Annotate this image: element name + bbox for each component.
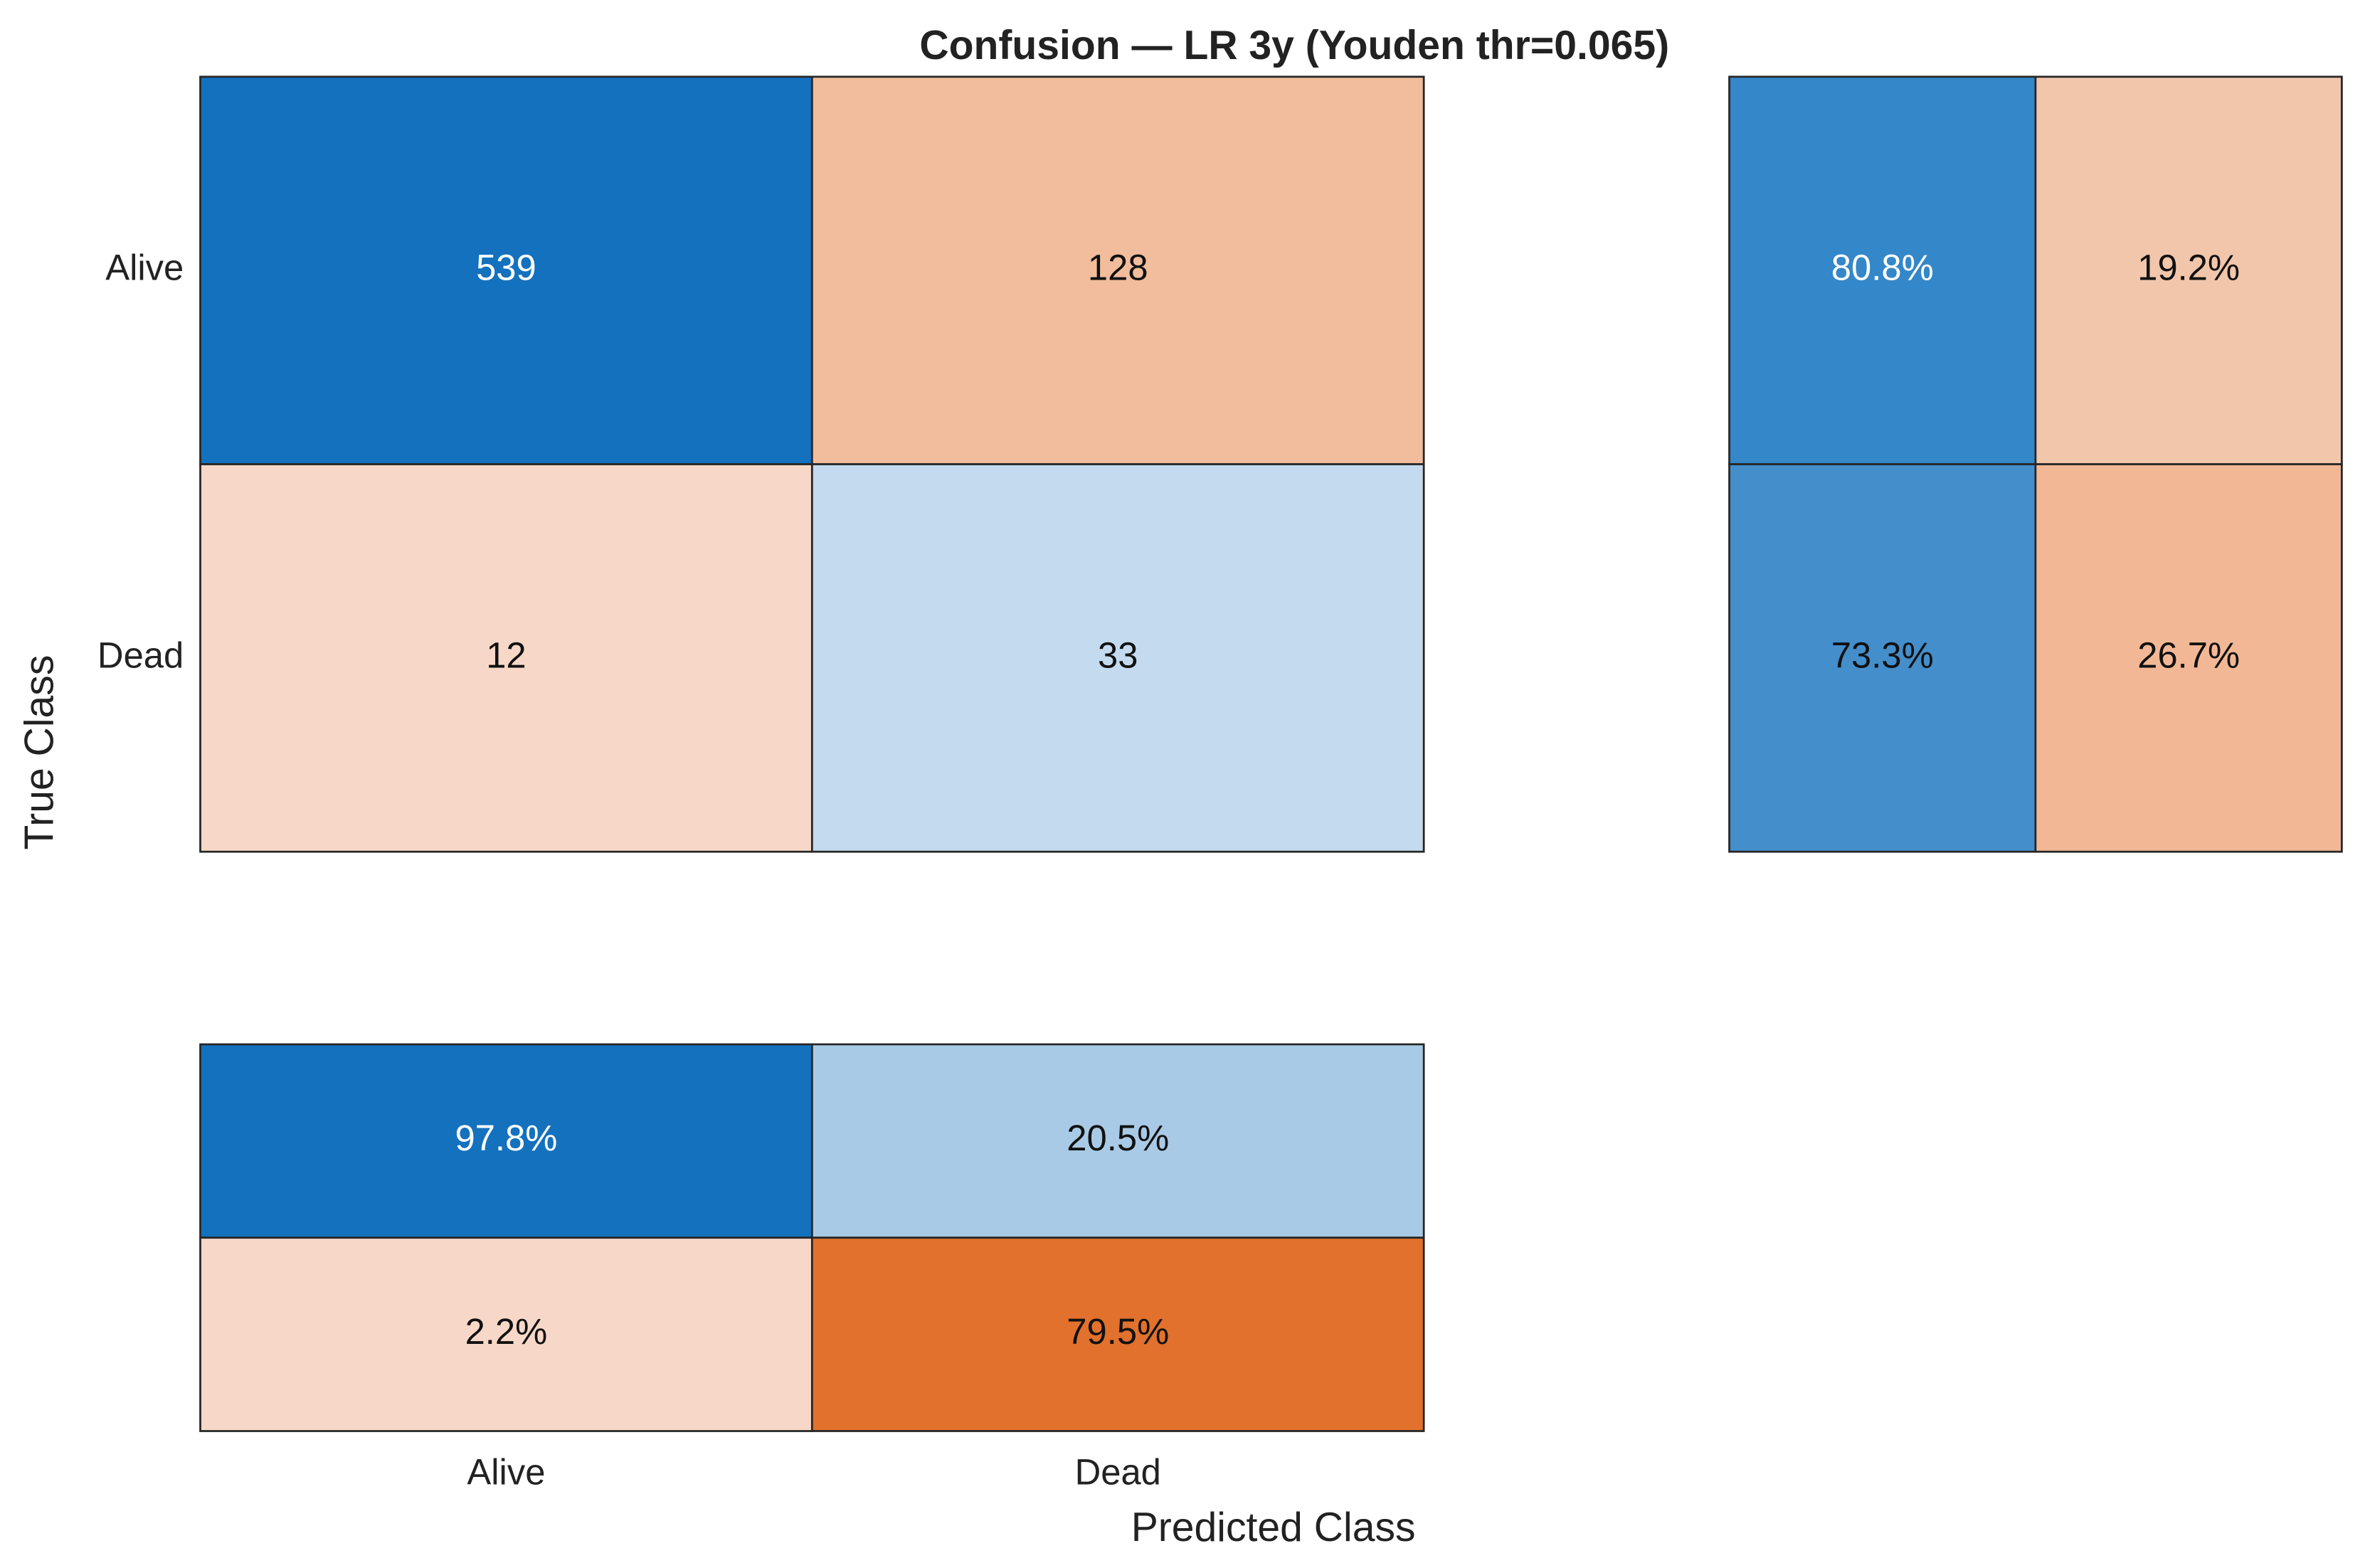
matrix-label: 12 [486,635,526,675]
column-summary-cell [810,1043,1425,1239]
row-summary-cell [2034,463,2343,853]
matrix-cell [810,75,1425,465]
matrix-cell [810,463,1425,853]
y-axis-label: True Class [17,655,63,850]
column-summary-label: 2.2% [465,1311,548,1352]
x-tick-label: Dead [1075,1451,1161,1492]
column-summary-label: 20.5% [1067,1118,1169,1158]
row-summary-label: 26.7% [2137,635,2240,675]
row-summary-cell [2034,75,2343,465]
chart-title: Confusion — LR 3y (Youden thr=0.065) [919,23,1669,68]
column-summary-label: 97.8% [455,1118,557,1158]
matrix-cell [199,75,813,465]
matrix-label: 128 [1088,248,1148,288]
x-tick-label: Alive [467,1451,545,1492]
row-summary-label: 73.3% [1831,635,1934,675]
x-axis-label: Predicted Class [1131,1505,1416,1550]
y-tick-label: Alive [105,248,184,288]
row-summary-label: 19.2% [2137,248,2240,288]
column-summary-cell [810,1236,1425,1432]
row-summary-label: 80.8% [1831,248,1934,288]
matrix-label: 539 [476,248,536,288]
matrix-label: 33 [1098,635,1138,675]
column-summary-label: 79.5% [1067,1311,1169,1352]
y-tick-label: Dead [97,635,184,675]
row-summary-cell [1728,463,2037,853]
matrix-cell [199,463,813,853]
row-summary-cell [1728,75,2037,465]
